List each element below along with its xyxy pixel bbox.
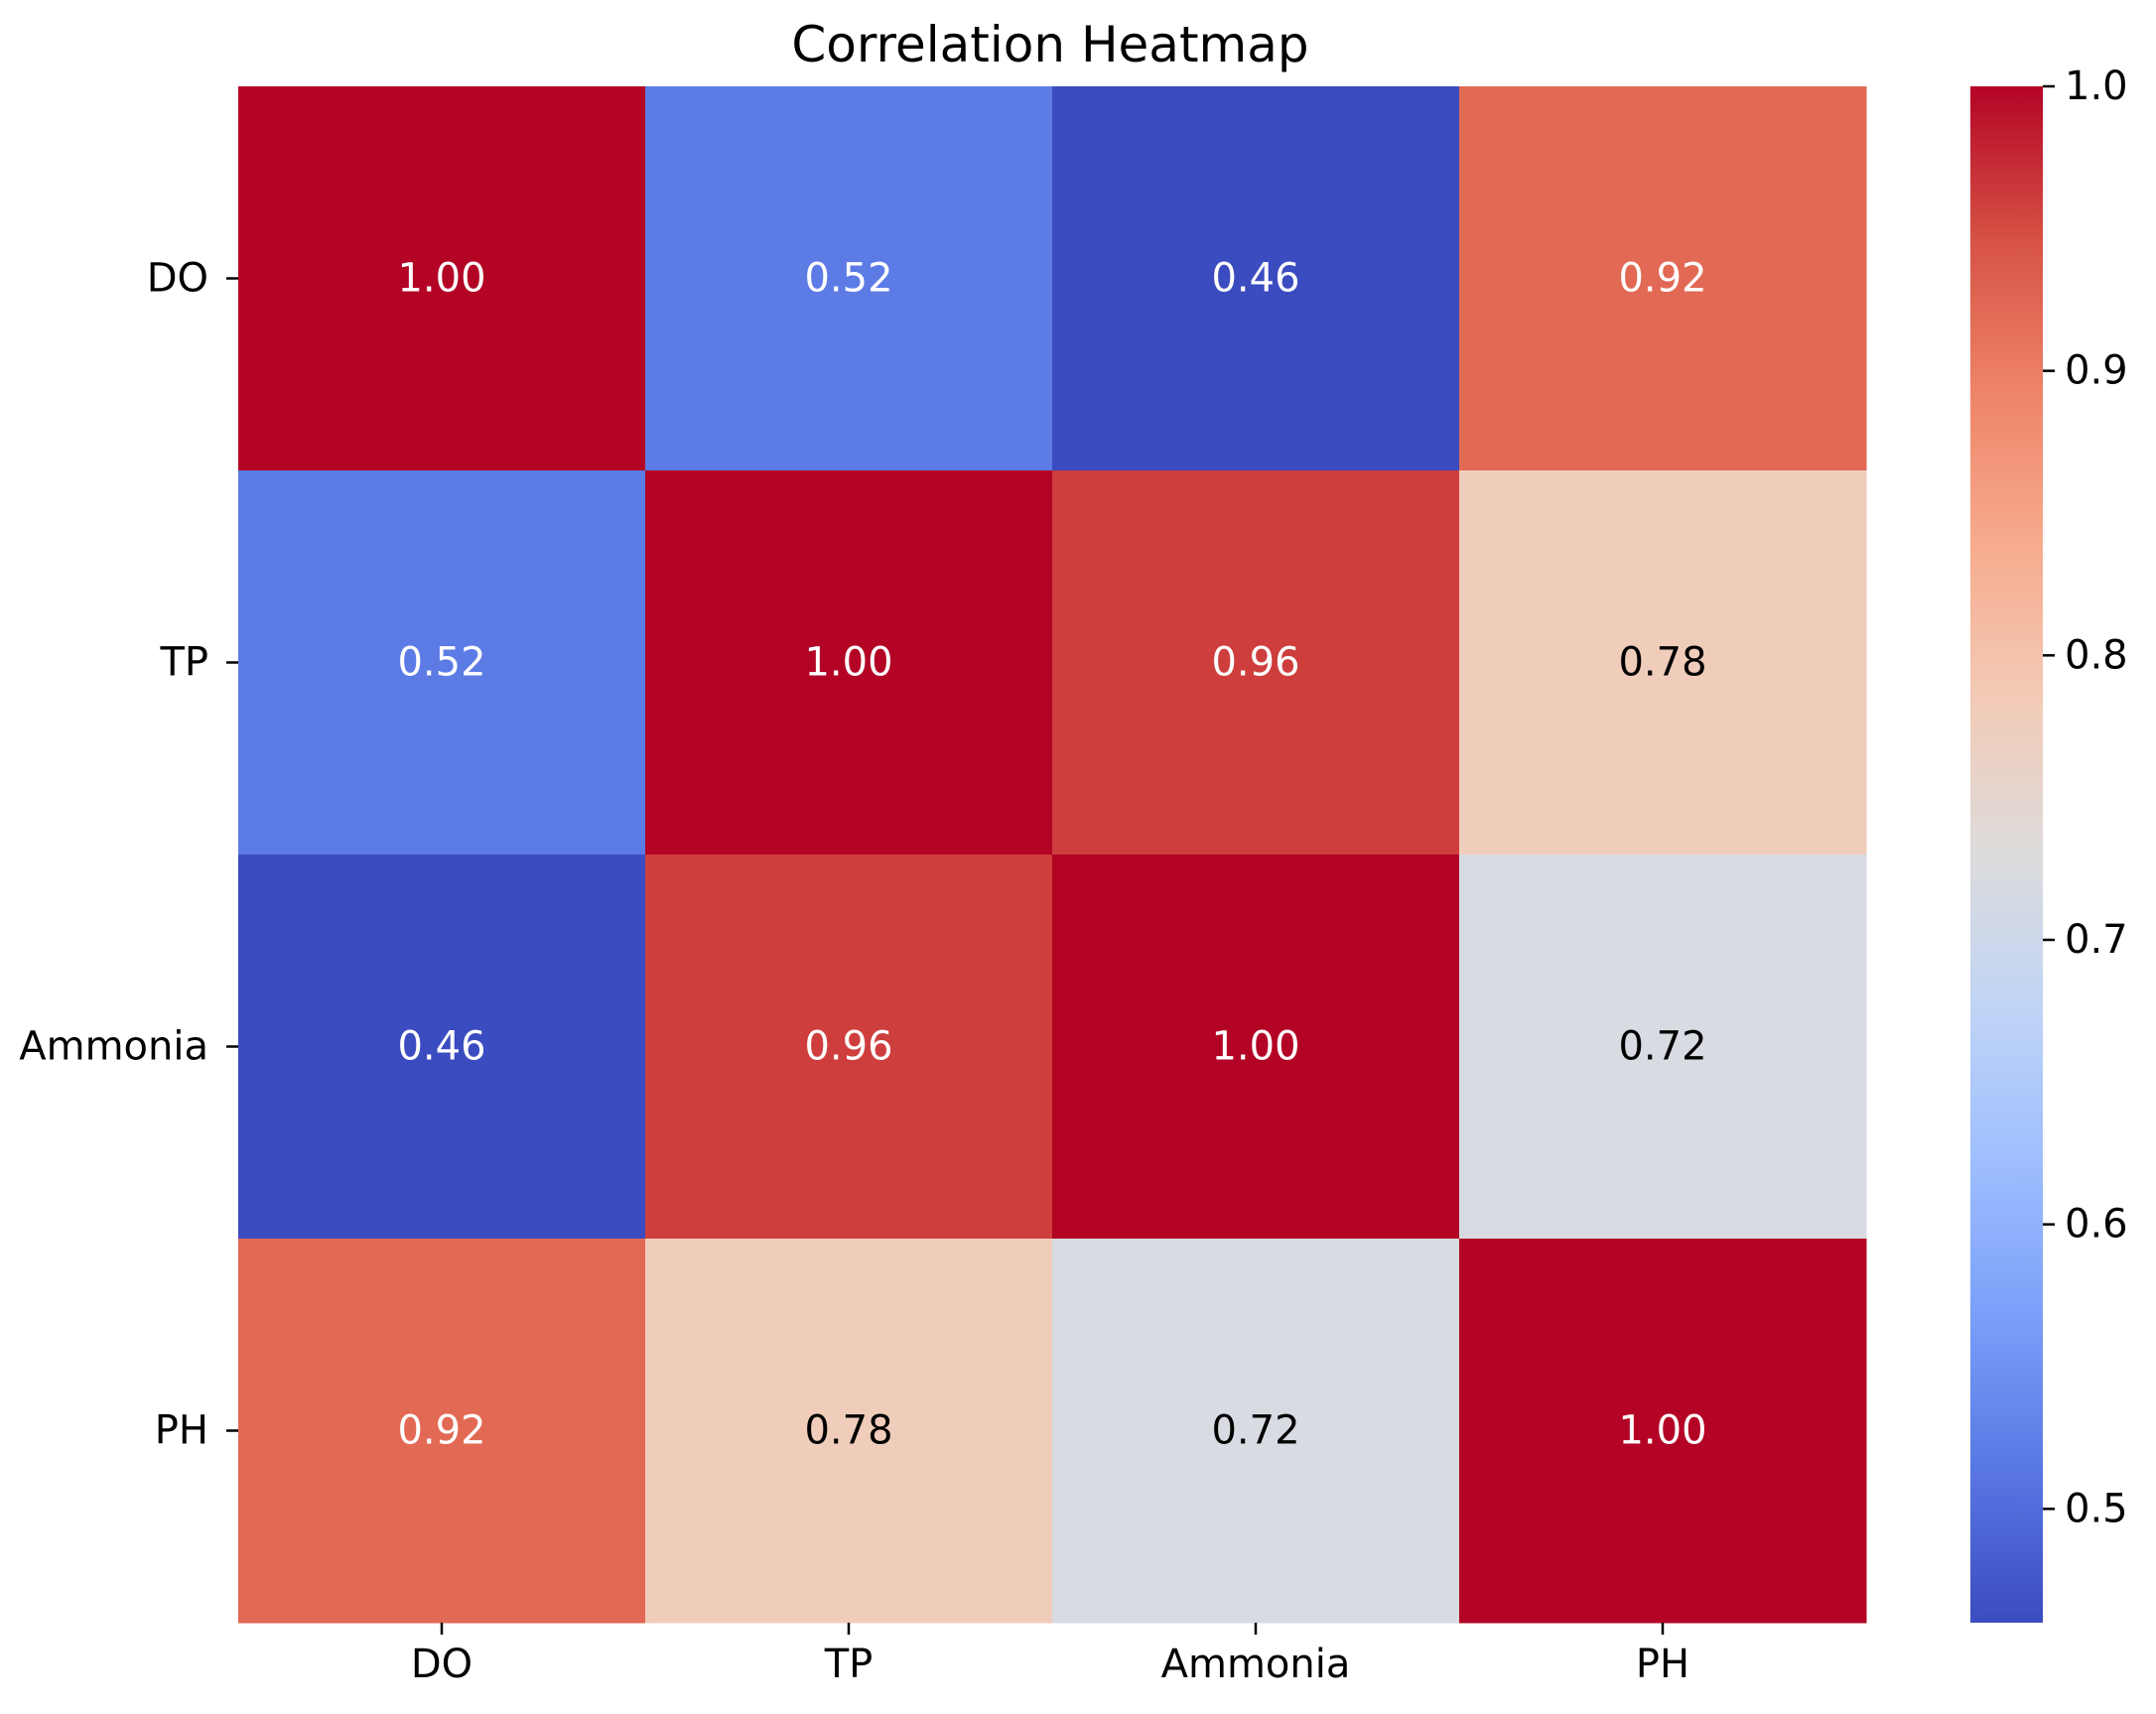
heatmap-cell-3-2 — [1052, 1239, 1460, 1624]
colorbar-tick-label: 1.0 — [2065, 64, 2128, 109]
heatmap-cell-2-2 — [1052, 855, 1460, 1240]
heatmap-cell-value-2-3: 0.72 — [1618, 1024, 1706, 1070]
heatmap-cell-value-2-2: 1.00 — [1211, 1024, 1299, 1070]
y-tick-label: PH — [155, 1408, 208, 1454]
heatmap-cell-2-0 — [238, 855, 646, 1240]
colorbar-tick-label: 0.8 — [2065, 632, 2128, 678]
heatmap-cell-value-3-0: 0.92 — [397, 1408, 485, 1454]
heatmap-cell-1-0 — [238, 470, 646, 856]
heatmap-cell-1-3 — [1459, 470, 1867, 856]
heatmap-cell-2-3 — [1459, 855, 1867, 1240]
y-axis: DO TP Ammonia PH — [19, 256, 238, 1454]
heatmap-cell-value-0-3: 0.92 — [1618, 256, 1706, 302]
heatmap-cell-value-3-1: 0.78 — [804, 1408, 892, 1454]
heatmap-cell-0-2 — [1052, 86, 1460, 471]
heatmap-cell-3-0 — [238, 1239, 646, 1624]
heatmap-cell-3-1 — [645, 1239, 1053, 1624]
heatmap-cell-value-1-2: 0.96 — [1211, 640, 1299, 686]
colorbar-tick-label: 0.6 — [2065, 1202, 2128, 1248]
heatmap-cell-value-0-0: 1.00 — [397, 256, 485, 302]
colorbar-tick-label: 0.5 — [2065, 1486, 2128, 1531]
heatmap-cell-value-2-1: 0.96 — [804, 1024, 892, 1070]
x-tick-label: Ammonia — [1161, 1642, 1351, 1687]
colorbar-scale — [1970, 86, 2043, 1623]
heatmap-cell-value-0-2: 0.46 — [1211, 256, 1299, 302]
x-tick-label: TP — [824, 1642, 874, 1687]
heatmap-cell-value-0-1: 0.52 — [804, 256, 892, 302]
heatmap-cell-1-1 — [645, 470, 1053, 856]
heatmap-cell-value-1-1: 1.00 — [804, 640, 892, 686]
x-axis: DO TP Ammonia PH — [411, 1623, 1689, 1687]
heatmap-cell-0-1 — [645, 86, 1053, 471]
y-tick-label: DO — [147, 256, 208, 302]
colorbar: 0.5 0.6 0.7 0.8 0.9 1.0 — [1970, 64, 2128, 1623]
heatmap-cell-3-3 — [1459, 1239, 1867, 1624]
heatmap-cell-value-1-0: 0.52 — [397, 640, 485, 686]
heatmap-cell-1-2 — [1052, 470, 1460, 856]
heatmap-cell-0-0 — [238, 86, 646, 471]
colorbar-tick-label: 0.9 — [2065, 348, 2128, 394]
heatmap-cell-value-3-3: 1.00 — [1618, 1408, 1706, 1454]
heatmap-cell-2-1 — [645, 855, 1053, 1240]
heatmap-cells — [238, 86, 1867, 1624]
chart-title: Correlation Heatmap — [791, 16, 1308, 73]
heatmap-cell-labels: 1.00 0.52 0.46 0.92 0.52 1.00 0.96 0.78 0.46 0.96… — [397, 256, 1706, 1454]
y-tick-label: TP — [159, 640, 208, 686]
x-tick-label: PH — [1636, 1642, 1689, 1687]
x-tick-label: DO — [411, 1642, 472, 1687]
heatmap-cell-value-1-3: 0.78 — [1618, 640, 1706, 686]
heatmap-cell-value-3-2: 0.72 — [1211, 1408, 1299, 1454]
colorbar-tick-label: 0.7 — [2065, 917, 2128, 963]
y-tick-label: Ammonia — [19, 1024, 208, 1070]
heatmap-cell-value-2-0: 0.46 — [397, 1024, 485, 1070]
heatmap-cell-0-3 — [1459, 86, 1867, 471]
